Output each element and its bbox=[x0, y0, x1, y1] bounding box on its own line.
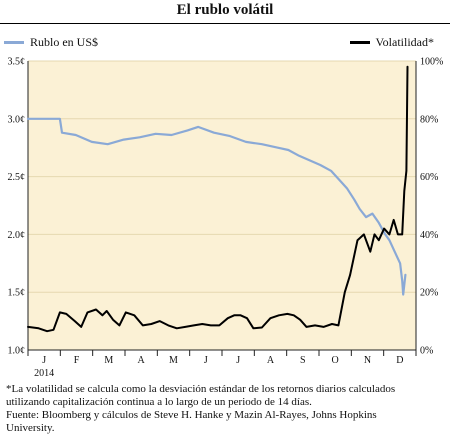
series-line-ruble bbox=[26, 117, 407, 296]
footnote-line-3: Fuente: Bloomberg y cálculos de Steve H.… bbox=[6, 409, 377, 421]
right-tick-label: 100% bbox=[420, 57, 443, 68]
legend-volatility: Volatilidad* bbox=[349, 35, 434, 50]
month-label: O bbox=[332, 355, 339, 366]
left-tick-label: 2.0¢ bbox=[8, 230, 26, 241]
right-tick-label: 20% bbox=[420, 288, 438, 299]
month-label: J bbox=[204, 355, 208, 366]
title-divider bbox=[0, 23, 450, 24]
right-tick-label: 0% bbox=[420, 346, 433, 357]
month-label: A bbox=[138, 355, 146, 366]
month-label: D bbox=[396, 355, 403, 366]
month-label: J bbox=[42, 355, 46, 366]
footnote-line-2: utilizando capitalización continua a lo … bbox=[6, 396, 312, 408]
right-tick-label: 60% bbox=[420, 172, 438, 183]
left-tick-label: 2.5¢ bbox=[8, 172, 26, 183]
legend-swatch-ruble bbox=[4, 41, 24, 44]
month-label: J bbox=[236, 355, 240, 366]
right-tick-label: 80% bbox=[420, 114, 438, 125]
month-label: N bbox=[364, 355, 371, 366]
month-label: F bbox=[74, 355, 80, 366]
year-label: 2014 bbox=[34, 368, 54, 379]
footnote-line-1: *La volatilidad se calcula como la desvi… bbox=[6, 383, 396, 395]
chart-plot: 1.0¢ 0% 1.5¢ 20% 2.0¢ 40% 2.5¢ 60% 3.0¢ 80% 3.5¢ 10… bbox=[8, 57, 444, 380]
plot-background bbox=[28, 61, 416, 350]
left-tick-label: 3.5¢ bbox=[8, 57, 26, 68]
chart-title: El rublo volátil bbox=[176, 2, 274, 18]
footnote: *La volatilidad se calcula como la desvi… bbox=[6, 383, 446, 435]
month-label: M bbox=[169, 355, 178, 366]
month-label: A bbox=[267, 355, 275, 366]
right-tick-label: 40% bbox=[420, 230, 438, 241]
left-tick-label: 3.0¢ bbox=[8, 114, 26, 125]
legend-label-volatility: Volatilidad* bbox=[375, 35, 434, 49]
month-label: S bbox=[300, 355, 306, 366]
left-tick-label: 1.0¢ bbox=[8, 346, 26, 357]
footnote-line-4: University. bbox=[6, 422, 55, 434]
legend-ruble: Rublo en US$ bbox=[4, 35, 98, 50]
series-line-volatility bbox=[27, 65, 409, 333]
legend-label-ruble: Rublo en US$ bbox=[30, 35, 99, 49]
left-tick-label: 1.5¢ bbox=[8, 288, 26, 299]
month-label: M bbox=[104, 355, 113, 366]
legend-swatch-volatility bbox=[349, 41, 370, 44]
